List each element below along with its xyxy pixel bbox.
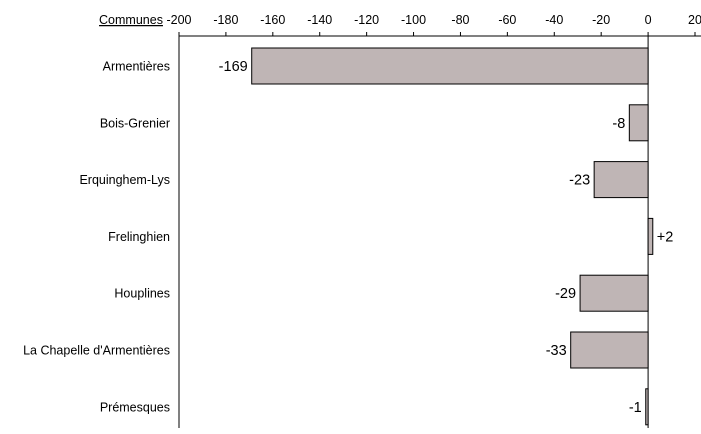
data-label: -169 bbox=[219, 59, 248, 75]
bar bbox=[579, 274, 649, 312]
bar bbox=[251, 47, 649, 85]
data-label: -8 bbox=[612, 116, 625, 132]
category-label: Armentières bbox=[103, 60, 170, 74]
category-label: Houplines bbox=[114, 287, 170, 301]
category-label: Frelinghien bbox=[108, 230, 170, 244]
x-tick-label: -180 bbox=[213, 13, 238, 27]
x-tick-label: -40 bbox=[545, 13, 563, 27]
data-label: -33 bbox=[546, 343, 567, 359]
bar bbox=[570, 331, 649, 369]
x-tick-label: 0 bbox=[645, 13, 652, 27]
x-tick-label: -140 bbox=[307, 13, 332, 27]
data-label: -29 bbox=[555, 286, 576, 302]
x-tick-label: -120 bbox=[354, 13, 379, 27]
x-tick-label: -200 bbox=[166, 13, 191, 27]
bars-layer bbox=[251, 47, 654, 426]
data-label: -1 bbox=[629, 400, 642, 416]
category-header: Communes bbox=[99, 13, 163, 27]
data-labels: -169 -8 -23 +2 -29 -33 -1 bbox=[219, 59, 674, 416]
x-tick-label: -80 bbox=[451, 13, 469, 27]
bar bbox=[645, 388, 649, 426]
bar bbox=[647, 217, 654, 255]
bar bbox=[628, 104, 649, 142]
category-label: Bois-Grenier bbox=[100, 116, 170, 130]
x-tick-label: -160 bbox=[260, 13, 285, 27]
x-tick-label: -20 bbox=[592, 13, 610, 27]
category-label: La Chapelle d'Armentières bbox=[23, 344, 170, 358]
data-label: +2 bbox=[657, 229, 674, 245]
x-tick-label: -60 bbox=[498, 13, 516, 27]
x-tick-label: 20 bbox=[688, 13, 701, 27]
category-label: Erquinghem-Lys bbox=[79, 173, 170, 187]
bar bbox=[593, 161, 649, 199]
category-label: Prémesques bbox=[100, 400, 170, 414]
category-labels: Armentières Bois-Grenier Erquinghem-Lys Fre… bbox=[23, 60, 170, 415]
data-label: -23 bbox=[569, 173, 590, 189]
x-tick-label: -100 bbox=[401, 13, 426, 27]
